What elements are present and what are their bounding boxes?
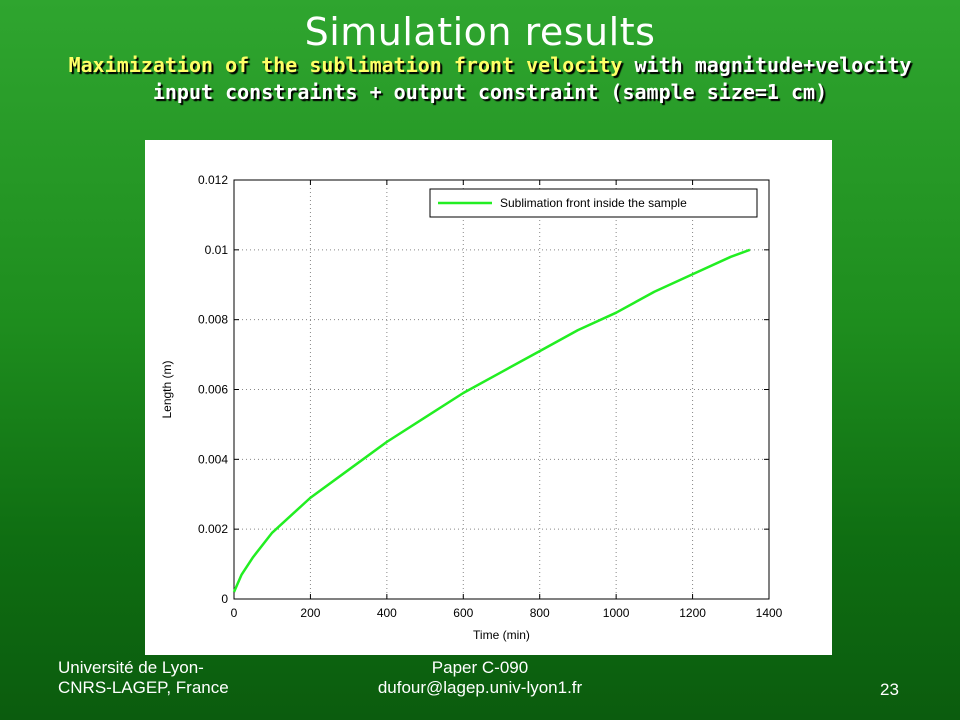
x-tick-label: 1400 (756, 606, 783, 620)
x-tick-label: 600 (453, 606, 473, 620)
x-tick-label: 0 (231, 606, 238, 620)
page-number: 23 (880, 680, 899, 699)
footer-affiliation-line1: Université de Lyon- (58, 658, 204, 677)
footer-email: dufour@lagep.univ-lyon1.fr (377, 678, 583, 697)
y-tick-label: 0 (221, 592, 228, 606)
footer-paper-info: Paper C-090 dufour@lagep.univ-lyon1.fr (330, 658, 630, 698)
axes-frame (233, 179, 770, 600)
y-axis-label: Length (m) (160, 360, 174, 418)
x-tick-label: 1200 (679, 606, 706, 620)
y-tick-label: 0.004 (198, 452, 228, 466)
x-tick-label: 400 (377, 606, 397, 620)
subtitle-highlight: Maximization of the sublimation front ve… (68, 53, 623, 77)
subtitle-rest: with magnitude+velocity input constraint… (152, 53, 912, 104)
footer-paper-id: Paper C-090 (431, 658, 529, 677)
footer-affiliation-line2: CNRS-LAGEP, France (58, 678, 229, 697)
y-tick-label: 0.002 (198, 522, 228, 536)
y-tick-label: 0.006 (198, 383, 228, 397)
chart-panel: 0 200 400 600 800 1000 1200 1400 0 0.002 0.004 0.00… (145, 140, 832, 655)
x-axis-label: Time (min) (473, 628, 530, 642)
series-line (232, 248, 751, 593)
y-tick-label: 0.01 (205, 243, 229, 257)
x-tick-label: 800 (530, 606, 550, 620)
y-tick-label: 0.012 (198, 173, 228, 187)
x-tick-label: 1000 (603, 606, 630, 620)
footer-affiliation: Université de Lyon- CNRS-LAGEP, France (58, 658, 229, 698)
y-tick-label: 0.008 (198, 313, 228, 327)
plot-area (234, 180, 769, 599)
slide-title: Simulation results (304, 10, 656, 54)
x-tick-label: 200 (300, 606, 320, 620)
legend-label: Sublimation front inside the sample (500, 196, 687, 210)
line-chart: 0 200 400 600 800 1000 1200 1400 0 0.002 0.004 0.00… (160, 173, 783, 642)
slide-subtitle: Maximization of the sublimation front ve… (60, 52, 920, 106)
